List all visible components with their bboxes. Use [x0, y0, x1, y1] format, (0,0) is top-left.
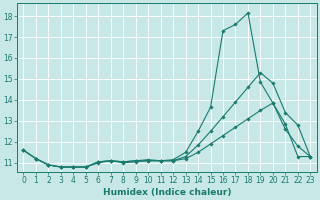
X-axis label: Humidex (Indice chaleur): Humidex (Indice chaleur)	[103, 188, 231, 197]
